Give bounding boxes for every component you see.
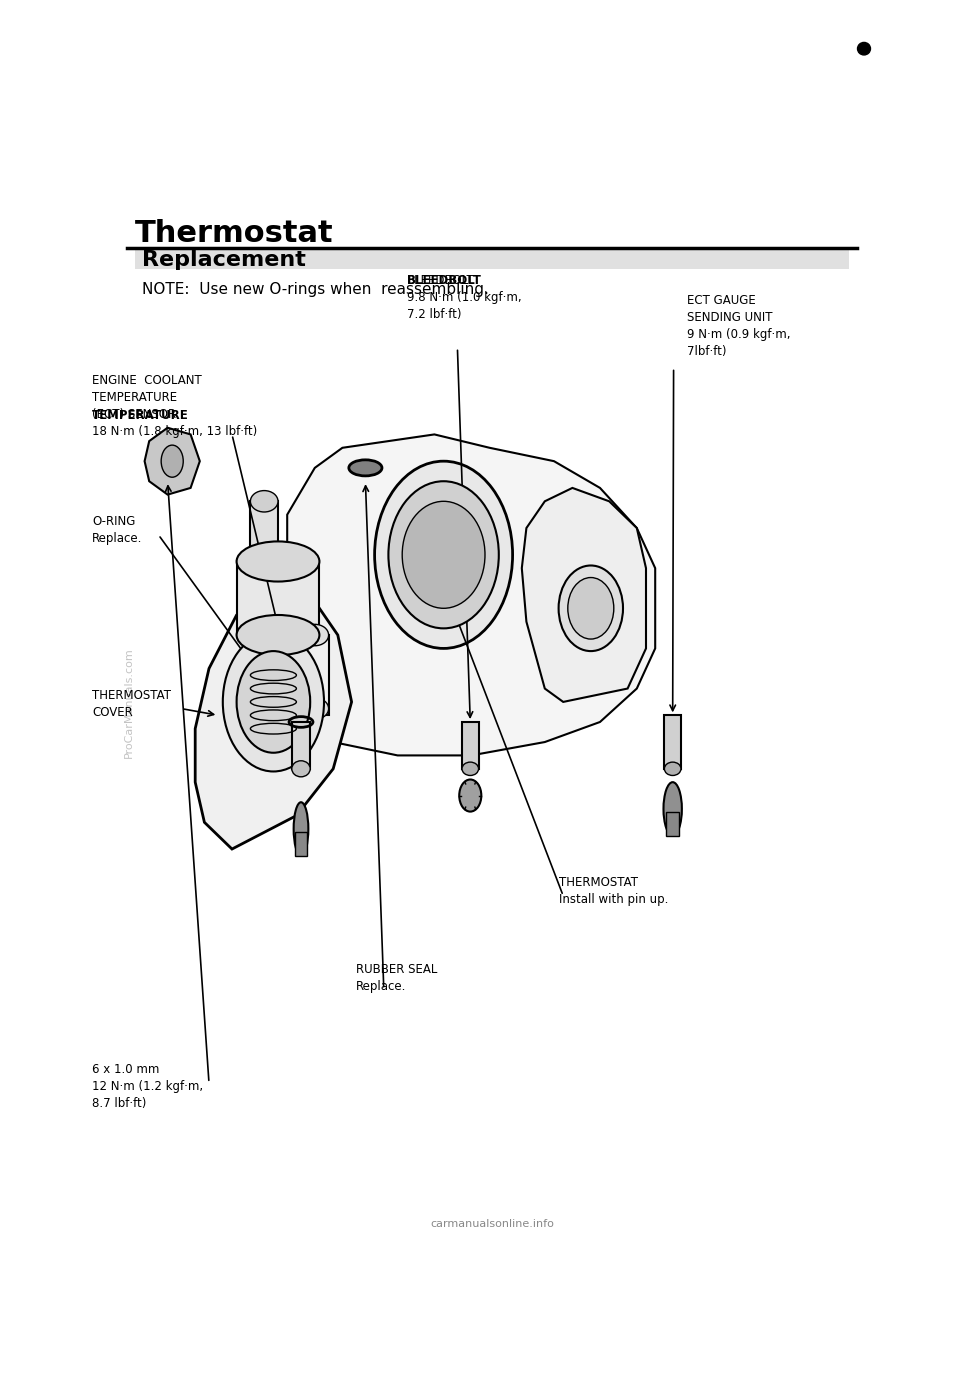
Bar [236, 562, 320, 636]
Ellipse shape [161, 445, 183, 477]
Ellipse shape [567, 577, 613, 638]
Bar [664, 715, 681, 769]
Ellipse shape [374, 462, 513, 648]
Text: O-RING
Replace.: O-RING Replace. [92, 515, 142, 545]
Ellipse shape [223, 633, 324, 772]
Ellipse shape [292, 761, 310, 776]
Ellipse shape [294, 803, 308, 855]
Text: RUBBER SEAL
Replace.: RUBBER SEAL Replace. [356, 963, 438, 993]
Polygon shape [864, 49, 875, 85]
Text: THERMOSTAT
Install with pin up.: THERMOSTAT Install with pin up. [559, 876, 668, 906]
Polygon shape [287, 434, 655, 755]
Bar [666, 811, 679, 836]
Ellipse shape [402, 501, 485, 608]
Ellipse shape [251, 491, 278, 512]
Ellipse shape [301, 698, 328, 719]
Polygon shape [864, 38, 901, 49]
Text: ENGINE  COOLANT
TEMPERATURE
(ECT) SENSOR
18 N·m (1.8 kgf·m, 13 lbf·ft): ENGINE COOLANT TEMPERATURE (ECT) SENSOR … [92, 374, 257, 438]
Text: BLEEDBOLT
9.8 N·m (1.0 kgf·m,
7.2 lbf·ft): BLEEDBOLT 9.8 N·m (1.0 kgf·m, 7.2 lbf·ft… [407, 274, 521, 321]
Text: NOTE:  Use new O-rings when  reassembling.: NOTE: Use new O-rings when reassembling. [142, 281, 490, 296]
Text: 10-7: 10-7 [840, 1355, 888, 1374]
Text: BLEEDBOLT: BLEEDBOLT [407, 274, 482, 287]
Ellipse shape [663, 782, 682, 836]
Ellipse shape [348, 460, 382, 476]
Polygon shape [827, 49, 864, 60]
Text: ECT GAUGE
SENDING UNIT
9 N·m (0.9 kgf·m,
7lbf·ft): ECT GAUGE SENDING UNIT 9 N·m (0.9 kgf·m,… [687, 294, 791, 357]
Text: Thermostat: Thermostat [134, 218, 333, 248]
Ellipse shape [236, 615, 320, 655]
Ellipse shape [664, 762, 681, 776]
Polygon shape [522, 488, 646, 702]
Ellipse shape [459, 779, 481, 811]
Polygon shape [853, 13, 864, 49]
Text: TEMPERATURE: TEMPERATURE [92, 409, 189, 421]
Polygon shape [195, 588, 351, 849]
Text: Replacement: Replacement [142, 249, 306, 270]
Text: ProCarManuals.com: ProCarManuals.com [124, 647, 134, 758]
Bar [251, 501, 278, 568]
Ellipse shape [236, 541, 320, 581]
Ellipse shape [389, 481, 499, 629]
Text: carmanualsonline.info: carmanualsonline.info [430, 1220, 554, 1230]
Ellipse shape [462, 762, 479, 776]
Text: THERMOSTAT
COVER: THERMOSTAT COVER [92, 689, 171, 719]
Bar [462, 722, 478, 769]
Text: 6 x 1.0 mm
12 N·m (1.2 kgf·m,
8.7 lbf·ft): 6 x 1.0 mm 12 N·m (1.2 kgf·m, 8.7 lbf·ft… [92, 1063, 204, 1110]
Polygon shape [145, 428, 200, 495]
Bar [134, 249, 849, 268]
Ellipse shape [236, 651, 310, 753]
Bar [292, 722, 310, 769]
Bar [301, 636, 328, 715]
Circle shape [857, 42, 871, 54]
Bar [295, 832, 307, 855]
Ellipse shape [301, 625, 328, 645]
Ellipse shape [559, 566, 623, 651]
